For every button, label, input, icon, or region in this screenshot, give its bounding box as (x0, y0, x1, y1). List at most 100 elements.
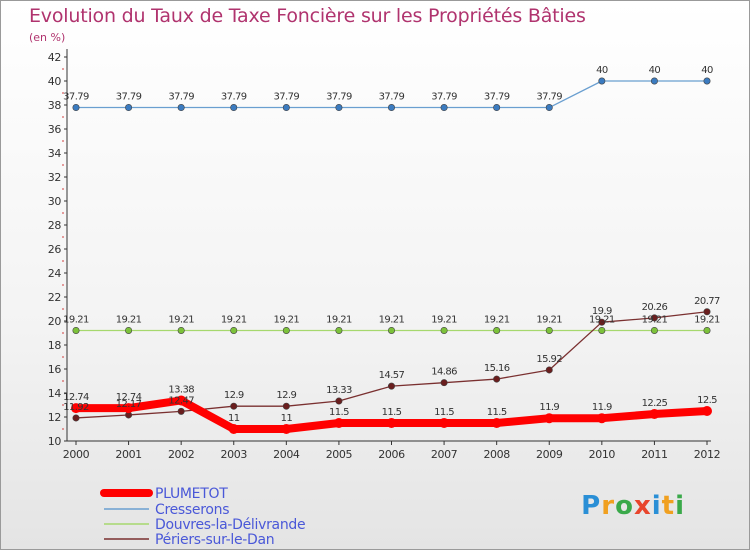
data-label: 13.33 (326, 385, 352, 396)
data-label: 11.5 (329, 407, 349, 418)
data-point (177, 104, 185, 112)
x-tick-label: 2008 (483, 448, 510, 461)
data-point (703, 308, 711, 316)
data-label: 40 (596, 65, 608, 76)
data-point (72, 104, 80, 112)
data-label: 12.47 (168, 395, 194, 406)
data-label: 14.57 (379, 370, 405, 381)
y-tick-label: 30 (48, 195, 62, 208)
x-tick-label: 2001 (115, 448, 141, 461)
data-label: 37.79 (379, 92, 405, 103)
data-point (71, 403, 81, 414)
data-label: 11.5 (382, 407, 402, 418)
data-label: 12.74 (116, 392, 142, 403)
data-point (333, 418, 344, 428)
y-tick-label: 26 (48, 243, 62, 256)
data-label: 13.38 (168, 384, 194, 395)
data-label: 19.21 (484, 314, 510, 325)
data-point (440, 104, 448, 112)
data-label: 11.5 (434, 407, 454, 418)
y-tick-label: 16 (48, 363, 62, 376)
x-tick-label: 2004 (273, 448, 300, 461)
data-label: 19.21 (63, 314, 89, 325)
data-label: 12.9 (276, 390, 296, 401)
data-point (125, 104, 133, 112)
data-label: 19.21 (431, 314, 457, 325)
data-point (387, 382, 395, 390)
data-point (282, 104, 290, 112)
logo-letter: i (651, 491, 662, 521)
legend-label: Cresserons (155, 502, 229, 518)
data-point (281, 424, 292, 434)
x-tick-label: 2007 (431, 448, 458, 461)
data-point (282, 326, 290, 334)
y-tick-label: 20 (48, 315, 62, 328)
data-point (230, 326, 238, 334)
data-label: 37.79 (536, 92, 562, 103)
data-label: 19.9 (592, 306, 612, 317)
y-tick-label: 28 (48, 219, 62, 232)
y-tick-label: 10 (48, 435, 62, 448)
y-tick-label: 24 (48, 267, 62, 280)
data-point (702, 406, 712, 416)
data-point (72, 326, 80, 334)
data-point (387, 104, 395, 112)
x-tick-label: 2002 (168, 448, 194, 461)
data-label: 20.77 (694, 296, 720, 307)
data-label: 37.79 (168, 92, 194, 103)
data-point (282, 402, 290, 410)
data-label: 19.21 (168, 314, 194, 325)
series-points (71, 77, 712, 434)
data-point (177, 326, 185, 334)
legend-label: Douvres-la-Délivrande (155, 517, 305, 533)
data-point (650, 326, 658, 334)
x-tick-label: 2003 (221, 448, 248, 461)
x-tick-label: 2006 (378, 448, 405, 461)
x-tick-label: 2011 (641, 448, 667, 461)
data-label: 19.21 (274, 314, 300, 325)
data-label: 11.9 (592, 402, 612, 413)
data-label: 11 (228, 413, 240, 424)
data-label: 11.9 (539, 402, 559, 413)
data-label: 37.79 (274, 92, 300, 103)
data-label: 19.21 (694, 314, 720, 325)
data-point (335, 326, 343, 334)
data-point (544, 413, 555, 424)
y-tick-label: 14 (48, 387, 62, 400)
data-label: 14.86 (431, 367, 457, 378)
data-point (439, 418, 450, 428)
y-tick-label: 32 (48, 171, 61, 184)
data-label: 12.9 (224, 390, 244, 401)
logo-letter: P (581, 491, 602, 521)
data-point (228, 424, 239, 434)
x-tick-label: 2005 (326, 448, 353, 461)
data-point (335, 104, 343, 112)
y-tick-label: 38 (48, 99, 62, 112)
data-label: 11.92 (63, 402, 89, 413)
y-tick-label: 22 (48, 291, 61, 304)
data-label: 37.79 (484, 92, 510, 103)
data-point (650, 314, 658, 322)
logo-letter: t (661, 491, 676, 521)
data-label: 19.21 (642, 314, 668, 325)
logo-letter: i (675, 491, 685, 521)
data-point (123, 403, 134, 414)
data-point (493, 104, 501, 112)
data-label: 12.74 (63, 392, 89, 403)
y-tick-label: 12 (48, 411, 61, 424)
data-label: 20.26 (642, 302, 668, 313)
data-label: 12.17 (116, 399, 142, 410)
data-label: 37.79 (326, 92, 352, 103)
logo-letter: r (601, 491, 616, 521)
data-label: 19.21 (221, 314, 247, 325)
proxiti-logo: Proxiti (581, 491, 685, 521)
data-point (703, 77, 711, 85)
data-point (125, 326, 133, 334)
data-label: 37.79 (221, 92, 247, 103)
data-labels: 37.79 37.79 37.79 37.79 37.79 37.79 37.79 37.79… (63, 65, 720, 424)
y-tick-label: 42 (48, 51, 61, 64)
data-label: 15.16 (484, 363, 510, 374)
data-point (598, 318, 606, 326)
legend-label: Périers-sur-le-Dan (155, 532, 274, 548)
